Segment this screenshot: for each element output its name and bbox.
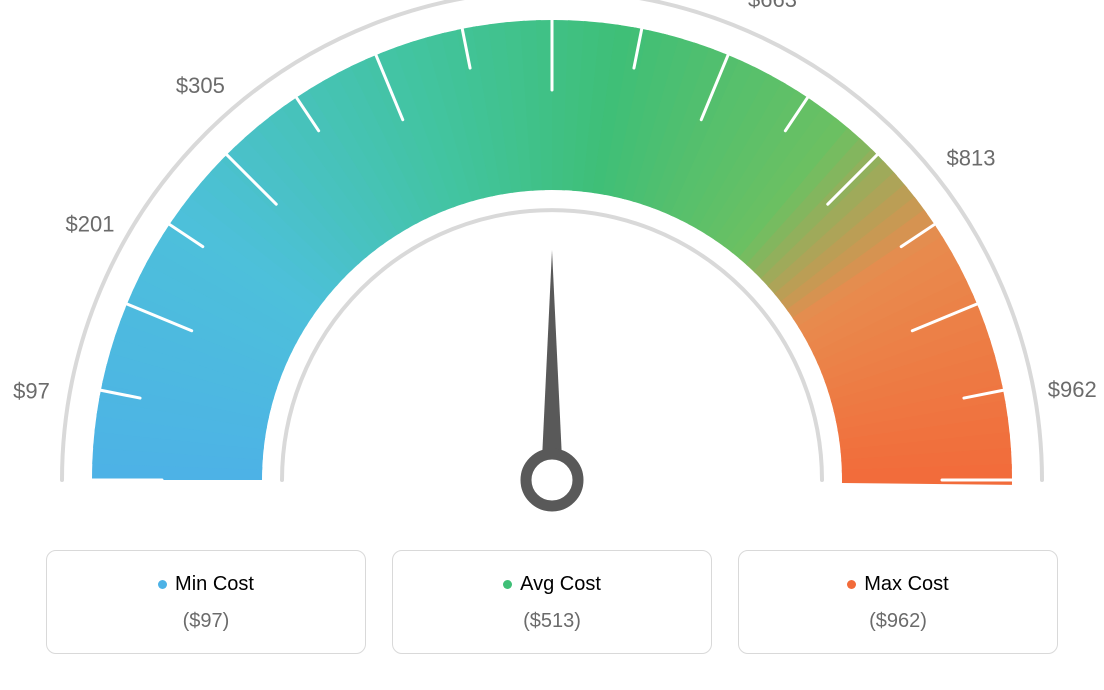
legend-value: ($97): [57, 610, 355, 633]
svg-text:$305: $305: [176, 73, 225, 98]
gauge-svg: $97$201$305$513$663$813$962: [0, 0, 1104, 540]
legend-label: Min Cost: [175, 573, 254, 596]
legend-title-avg: Avg Cost: [503, 573, 601, 596]
legend-label: Max Cost: [864, 573, 948, 596]
legend-card-max: Max Cost ($962): [738, 550, 1058, 654]
legend-value: ($962): [749, 610, 1047, 633]
dot-icon: [158, 580, 167, 589]
legend-card-avg: Avg Cost ($513): [392, 550, 712, 654]
legend-label: Avg Cost: [520, 573, 601, 596]
dot-icon: [847, 580, 856, 589]
svg-text:$663: $663: [748, 0, 797, 12]
legend-row: Min Cost ($97) Avg Cost ($513) Max Cost …: [0, 550, 1104, 654]
legend-title-min: Min Cost: [158, 573, 254, 596]
svg-text:$201: $201: [65, 211, 114, 236]
chart-container: $97$201$305$513$663$813$962 Min Cost ($9…: [0, 0, 1104, 690]
legend-title-max: Max Cost: [847, 573, 948, 596]
svg-text:$813: $813: [947, 146, 996, 171]
svg-text:$97: $97: [13, 378, 50, 403]
legend-value: ($513): [403, 610, 701, 633]
dot-icon: [503, 580, 512, 589]
svg-text:$962: $962: [1048, 377, 1097, 402]
gauge-chart: $97$201$305$513$663$813$962: [0, 0, 1104, 540]
legend-card-min: Min Cost ($97): [46, 550, 366, 654]
